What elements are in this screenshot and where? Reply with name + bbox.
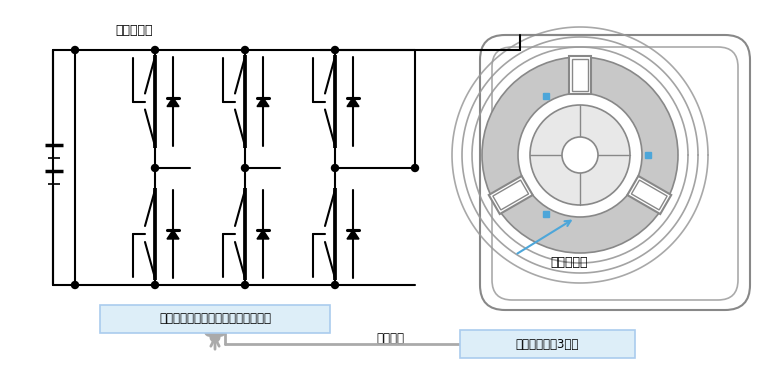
Bar xyxy=(493,180,529,210)
Bar xyxy=(572,59,588,91)
Circle shape xyxy=(151,282,159,288)
Text: ホール素子（3個）: ホール素子（3個） xyxy=(516,338,579,350)
Text: ホール素子: ホール素子 xyxy=(550,256,588,268)
FancyBboxPatch shape xyxy=(460,330,635,358)
Circle shape xyxy=(241,282,248,288)
Circle shape xyxy=(530,105,630,205)
Circle shape xyxy=(151,165,159,171)
Circle shape xyxy=(72,282,79,288)
Bar xyxy=(631,180,667,210)
Text: インバータ: インバータ xyxy=(115,23,153,36)
Bar xyxy=(543,93,549,99)
Circle shape xyxy=(332,165,338,171)
Circle shape xyxy=(241,47,248,53)
Polygon shape xyxy=(347,230,359,239)
FancyBboxPatch shape xyxy=(492,47,738,300)
Circle shape xyxy=(151,47,159,53)
Bar xyxy=(628,176,672,214)
Circle shape xyxy=(412,165,419,171)
Text: S: S xyxy=(602,174,614,192)
Circle shape xyxy=(562,137,598,173)
Text: N: N xyxy=(601,118,615,136)
Circle shape xyxy=(72,47,79,53)
Bar xyxy=(645,152,651,158)
Circle shape xyxy=(518,93,642,217)
Text: 位置情報: 位置情報 xyxy=(376,332,404,344)
Polygon shape xyxy=(257,230,269,239)
Circle shape xyxy=(241,165,248,171)
FancyBboxPatch shape xyxy=(480,35,750,310)
Polygon shape xyxy=(347,97,359,106)
Polygon shape xyxy=(257,97,269,106)
Text: N: N xyxy=(545,174,559,192)
Polygon shape xyxy=(167,97,179,106)
Bar xyxy=(543,211,549,217)
Bar xyxy=(489,176,533,214)
Circle shape xyxy=(332,47,338,53)
Text: S: S xyxy=(546,118,558,136)
Circle shape xyxy=(332,282,338,288)
Bar xyxy=(569,56,591,94)
Polygon shape xyxy=(167,230,179,239)
Text: マイクロプロセッサ／専用論理回路: マイクロプロセッサ／専用論理回路 xyxy=(159,312,271,326)
FancyBboxPatch shape xyxy=(100,305,330,333)
Circle shape xyxy=(482,57,678,253)
